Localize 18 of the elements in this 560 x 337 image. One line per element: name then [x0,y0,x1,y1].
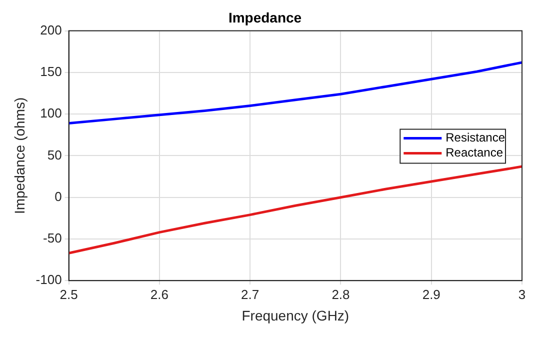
y-tick-label: 150 [40,64,62,80]
x-tick-label: 2.7 [241,286,260,302]
y-tick-label: 200 [40,22,62,38]
legend-label: Reactance [446,146,504,160]
x-axis-title: Frequency (GHz) [242,307,350,324]
legend-label: Resistance [446,130,506,145]
x-tick-label: 2.8 [332,286,350,302]
y-tick-label: -50 [43,230,62,246]
y-axis-title: Impedance (ohms) [11,97,28,214]
y-tick-label: 0 [54,188,62,204]
y-tick-label: 100 [40,106,62,121]
x-tick-label: 2.6 [150,286,168,302]
x-tick-label: 3 [518,286,526,302]
y-tick-label: -100 [36,272,62,288]
chart-title: Impedance [228,9,302,26]
x-tick-label: 2.9 [422,286,440,302]
x-tick-label: 2.5 [60,286,78,302]
y-tick-label: 50 [47,147,62,162]
